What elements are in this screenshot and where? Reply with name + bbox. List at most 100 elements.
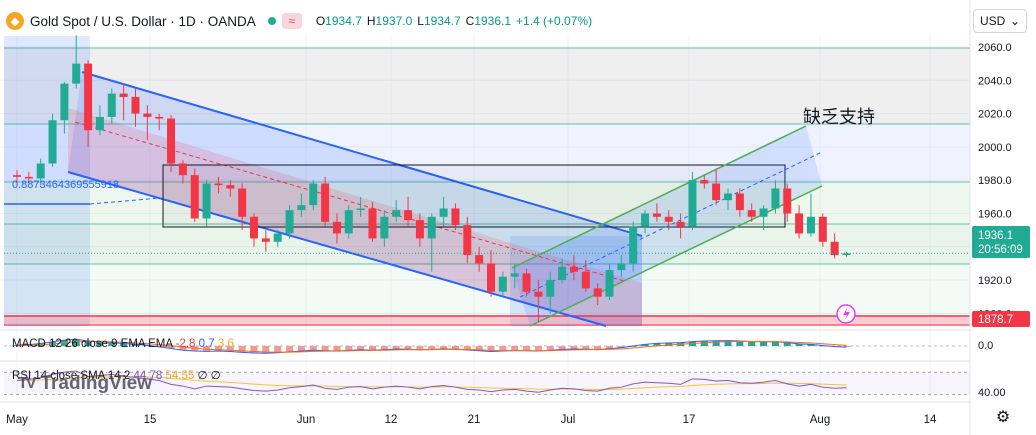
candle-body: [652, 213, 661, 217]
price-axis-tick: 1980.0: [978, 175, 1012, 187]
macd-hist-bar: [617, 346, 625, 348]
candle-body: [60, 83, 69, 121]
rsi-axis-tick: 40.00: [978, 387, 1006, 399]
macd-axis-tick: 0.0: [978, 340, 993, 352]
chevron-down-icon: ⌄: [1009, 14, 1020, 28]
macd-hist-bar: [641, 344, 649, 346]
market-status-icon[interactable]: [267, 17, 276, 25]
ascending-upper-line: [511, 125, 807, 269]
candle-body: [285, 210, 294, 234]
candle-body: [131, 96, 140, 114]
macd-hist-bar: [440, 346, 448, 349]
time-axis-tick: 15: [144, 414, 157, 426]
candle-body: [380, 216, 389, 239]
macd-hist-bar: [203, 346, 211, 352]
time-axis-tick: 21: [468, 414, 481, 426]
macd-hist-bar: [309, 346, 317, 350]
price-axis-tick: 1960.0: [978, 208, 1012, 220]
candle-body: [13, 175, 21, 177]
candle-body: [119, 93, 128, 97]
price-tag: [972, 226, 1030, 258]
ohlc-low: L1934.7: [417, 14, 461, 28]
macd-hist-bar: [238, 346, 246, 353]
macd-legend[interactable]: MACD 12 26 close 9 EMA EMA -2.8 0.7 3.6: [12, 338, 234, 350]
candle-body: [167, 118, 176, 164]
candle-body: [463, 225, 472, 256]
low-tag: [972, 311, 1030, 327]
time-axis-tick: Aug: [810, 414, 830, 426]
annotation-text[interactable]: 缺乏支持: [803, 107, 875, 127]
fib-dashed-line: [89, 197, 161, 205]
macd-hist-bar: [428, 346, 436, 350]
macd-hist-bar: [297, 346, 305, 351]
candle-body: [261, 238, 270, 242]
candle-body: [202, 183, 211, 219]
macd-value-3: 3.6: [217, 338, 234, 350]
candle-body: [842, 253, 851, 256]
macd-hist-bar: [475, 346, 483, 351]
candle-body: [747, 210, 756, 217]
candle-body: [427, 216, 436, 239]
macd-hist-bar: [606, 346, 613, 349]
time-axis-tick: Jul: [561, 414, 576, 426]
macd-hist-bar: [499, 346, 507, 351]
macd-hist-bar: [357, 346, 365, 350]
candle-body: [546, 280, 555, 297]
price-axis-tick: 1920.0: [978, 275, 1012, 287]
candle-body: [392, 210, 401, 217]
candle-body: [368, 208, 377, 239]
symbol-title[interactable]: Gold Spot / U.S. Dollar · 1D · OANDA: [30, 13, 256, 29]
candle-body: [214, 183, 223, 186]
candle-body: [593, 288, 602, 297]
macd-hist-bar: [321, 346, 329, 351]
candle-body: [332, 221, 341, 234]
candle-body: [107, 93, 116, 117]
candle-body: [605, 270, 614, 297]
macd-hist-bar: [736, 341, 744, 346]
time-axis-tick: Jun: [297, 414, 316, 426]
macd-hist-bar: [783, 342, 791, 346]
macd-hist-bar: [226, 346, 234, 352]
wave-icon[interactable]: ≈: [281, 13, 302, 29]
macd-hist-bar: [653, 343, 661, 346]
price-change: +1.4 (+0.07%): [516, 14, 593, 28]
candle-body: [712, 183, 721, 201]
time-axis-tick: 12: [385, 414, 398, 426]
rsi-value-2: 54.55: [165, 370, 195, 382]
macd-hist-bar: [333, 346, 341, 351]
macd-hist-bar: [700, 341, 708, 346]
price-tag-value: 1936.1: [978, 230, 1013, 242]
candle-body: [487, 263, 495, 292]
candle-body: [676, 221, 685, 227]
candle-body: [48, 120, 57, 164]
macd-hist-bar: [570, 346, 578, 349]
candle-body: [95, 116, 104, 131]
macd-hist-bar: [534, 346, 542, 351]
channel-upper-line: [81, 71, 643, 237]
alert-bolt-icon: [843, 308, 850, 320]
macd-hist-bar: [179, 346, 187, 350]
macd-hist-bar: [511, 346, 519, 351]
macd-hist-bar: [451, 346, 459, 350]
currency-button[interactable]: USD ⌄: [973, 9, 1027, 33]
rsi-legend[interactable]: RSI 14 close SMA 14 2 44.78 54.55 ∅ ∅: [12, 368, 221, 382]
gear-icon[interactable]: ⚙: [995, 409, 1011, 426]
price-axis-tick: 2060.0: [978, 42, 1012, 54]
descending-channel-lower: [68, 108, 642, 326]
macd-hist-bar: [214, 346, 222, 351]
candle-body: [641, 213, 650, 227]
macd-hist-bar: [582, 346, 590, 350]
candle-body: [36, 163, 45, 179]
macd-hist-bar: [546, 346, 554, 351]
macd-hist-bar: [262, 346, 270, 353]
macd-hist-bar: [416, 346, 424, 350]
candle-body: [688, 180, 697, 227]
time-axis-tick: 14: [924, 414, 937, 426]
candle-body: [415, 220, 424, 239]
ohlc-high: H1937.0: [366, 14, 413, 28]
signal-line: [16, 340, 847, 353]
chart-header: ◆ Gold Spot / U.S. Dollar · 1D · OANDA ≈…: [6, 9, 592, 33]
macd-hist-bar: [96, 342, 104, 346]
